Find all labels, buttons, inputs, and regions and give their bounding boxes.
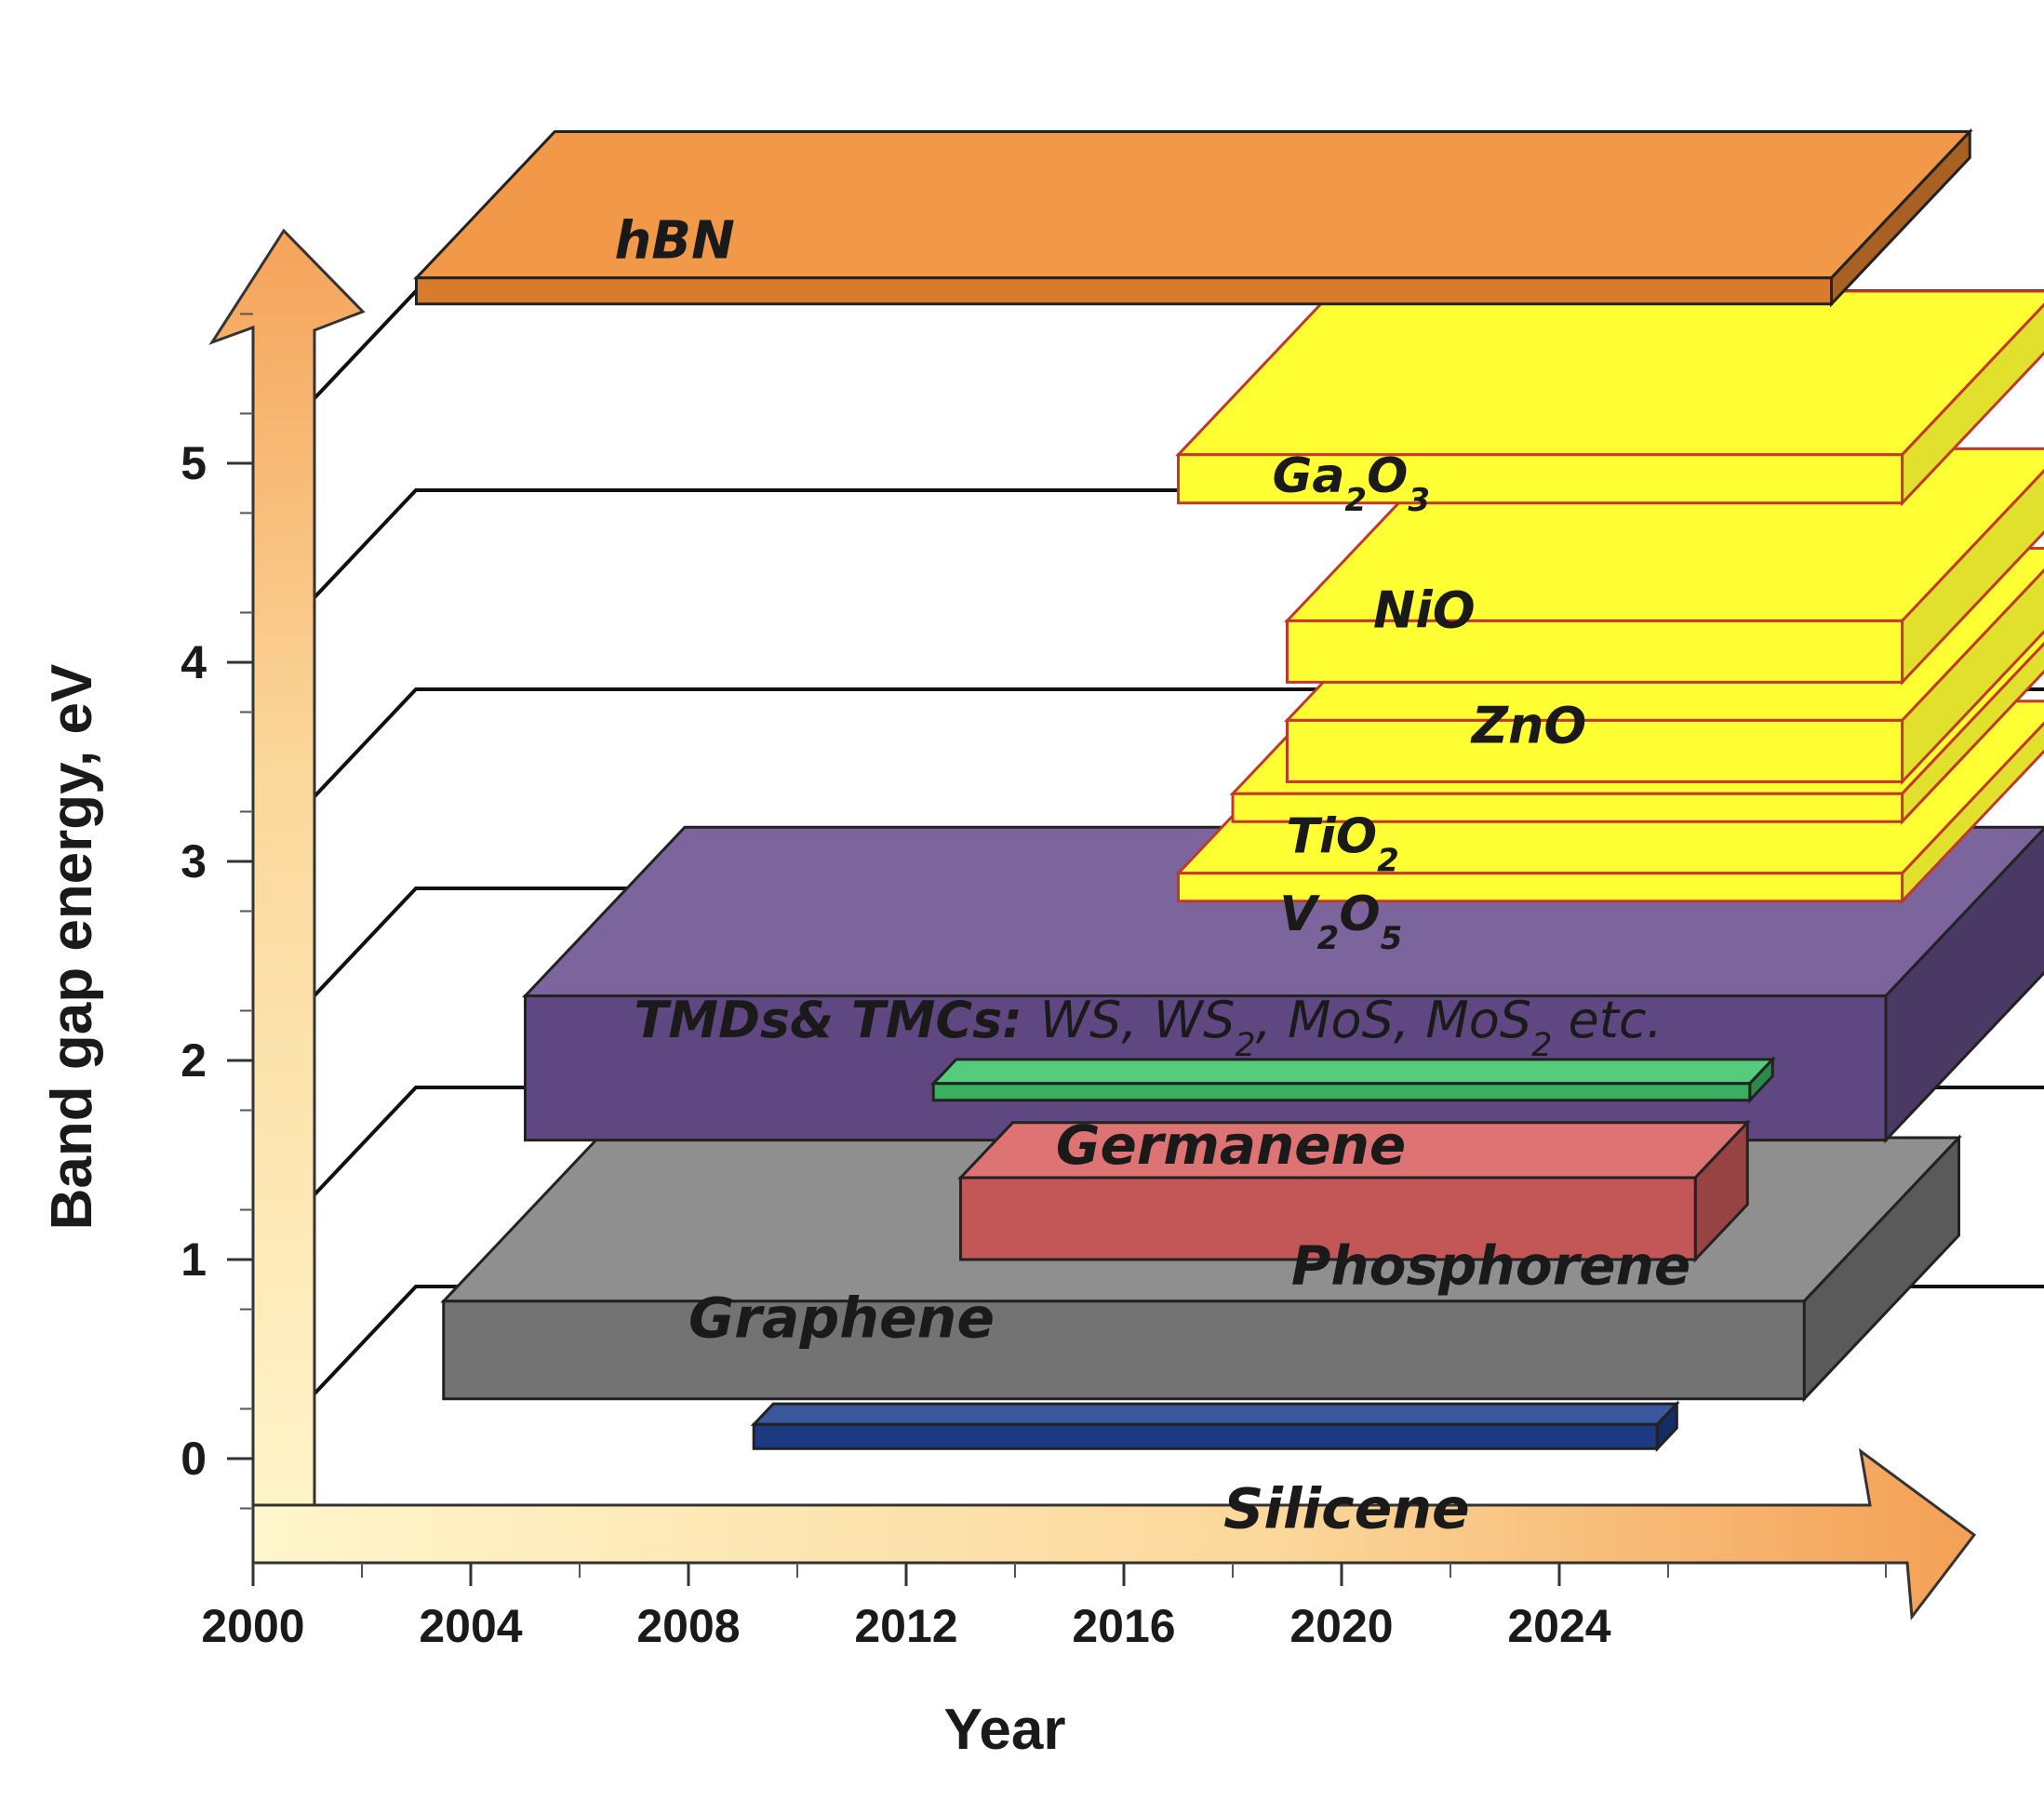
y-tick-label: 1 [180, 1233, 207, 1286]
hbn-front-face [415, 276, 1833, 306]
germanene-front-face [931, 1082, 1752, 1102]
x-axis-arrow [251, 1447, 1977, 1621]
x-tick-label: 2000 [201, 1600, 304, 1652]
x-tick-label: 2016 [1072, 1600, 1175, 1652]
y-axis-arrow [208, 228, 366, 1565]
x-tick-label: 2004 [419, 1600, 522, 1652]
phosphorene-bar [957, 1119, 1751, 1263]
zno-front-face [1286, 718, 1904, 783]
phosphorene-label: Phosphorene [1291, 1233, 1690, 1297]
ga2o3-top-face [1175, 289, 2044, 457]
tio2-front-face [1231, 792, 1904, 823]
ga2o3-bar [1175, 289, 2044, 507]
x-tick-label: 2024 [1507, 1600, 1610, 1652]
y-tick-label: 4 [180, 636, 207, 688]
axis-ticks: 0 1 2 3 4 5 2000 2004 2008 2012 2016 2020 2024 [180, 313, 1887, 1652]
nio-label: NiO [1373, 580, 1476, 639]
y-tick-label: 2 [180, 1034, 207, 1087]
graphene-label: Graphene [688, 1286, 995, 1351]
ga2o3-front-face [1177, 453, 1904, 505]
material-bars: Graphene Silicene TMDs& TMCs: WS, WS2, MoS… [413, 127, 2044, 1541]
x-tick-label: 2012 [854, 1600, 957, 1652]
x-tick-label: 2008 [636, 1600, 740, 1652]
hbn-label: hBN [614, 210, 734, 271]
silicene-top-face [750, 1402, 1680, 1426]
x-axis-title: Year [943, 1698, 1065, 1762]
tmds-tmcs-ws-ws2-mos-mos2-etc-label: TMDs& TMCs: WS, WS2, MoS, MoS2 etc. [635, 991, 1663, 1064]
y-tick-label: 5 [180, 437, 207, 489]
y-tick-label: 3 [180, 835, 207, 887]
germanene-top-face [929, 1058, 1776, 1086]
zno-label: ZnO [1470, 696, 1587, 754]
y-tick-label: 0 [180, 1433, 207, 1485]
y-axis-title: Band gap energy, eV [40, 664, 104, 1231]
hbn-bar [413, 127, 1973, 308]
tio2-label: TiO2 [1287, 808, 1399, 879]
v2o5-front-face [1177, 872, 1904, 903]
axes [208, 228, 1977, 1621]
silicene-front-face [752, 1422, 1659, 1450]
axis-labels: Year Band gap energy, eV [40, 664, 1066, 1762]
x-tick-label: 2020 [1289, 1600, 1393, 1652]
silicene-bar [750, 1400, 1680, 1453]
germanene-label: Germanene [1056, 1113, 1406, 1177]
v2o5-label: V2O5 [1279, 887, 1402, 957]
graphene-front-face [442, 1300, 1806, 1401]
phosphorene-front-face [959, 1176, 1697, 1261]
germanene-bar [929, 1056, 1776, 1104]
silicene-label: Silicene [1223, 1476, 1470, 1541]
nio-front-face [1286, 619, 1904, 684]
ga2o3-label: Ga2O3 [1273, 448, 1430, 519]
